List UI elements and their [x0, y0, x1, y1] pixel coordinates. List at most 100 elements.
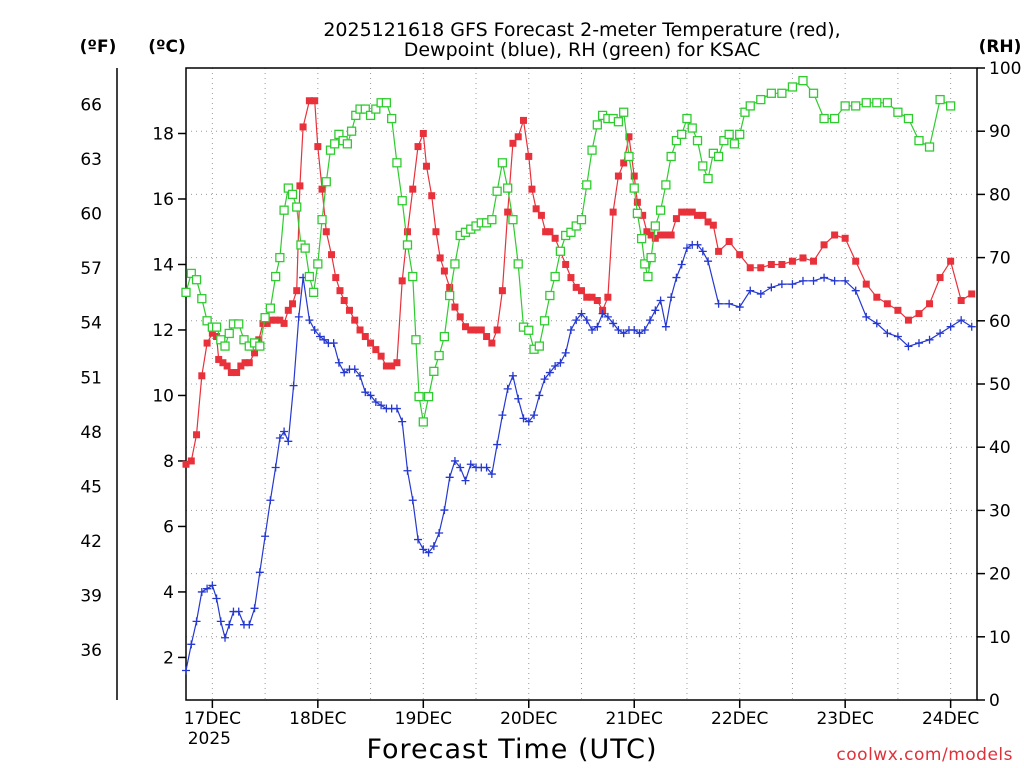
temperature-point	[377, 352, 385, 360]
dewpoint-point	[809, 276, 818, 285]
rh-point	[729, 139, 740, 149]
dewpoint-point	[294, 312, 303, 321]
dewpoint-point	[535, 391, 544, 400]
fahrenheit-tick-label: 51	[80, 368, 102, 388]
dewpoint-point	[524, 417, 533, 426]
temperature-point	[736, 251, 744, 259]
temperature-point	[852, 257, 860, 265]
dewpoint-point	[603, 312, 612, 321]
temperature-point	[227, 369, 235, 377]
temperature-point	[314, 143, 322, 151]
rh-point	[945, 101, 956, 111]
dewpoint-point	[936, 329, 945, 338]
dewpoint-point	[872, 319, 881, 328]
rh-point	[308, 287, 319, 298]
temperature-point	[332, 274, 340, 282]
temperature-point	[841, 234, 849, 242]
temperature-point	[620, 159, 628, 167]
time-tick-label: 18DEC	[289, 709, 346, 729]
temperature-point	[208, 329, 216, 337]
rh-point	[186, 268, 196, 279]
dewpoint-point	[208, 581, 217, 590]
dewpoint-point	[245, 620, 254, 629]
temperature-point	[694, 211, 702, 219]
dewpoint-point	[561, 348, 570, 357]
rh-point	[646, 252, 656, 263]
rh-point	[632, 208, 643, 219]
rh-point	[423, 391, 434, 402]
dewpoint-point	[698, 247, 707, 256]
dewpoint-point	[424, 548, 433, 557]
rh-point	[756, 94, 766, 105]
dewpoint-point	[577, 309, 586, 318]
rh-point	[239, 335, 249, 345]
dewpoint-point	[197, 587, 206, 596]
rh-tick-label: 30	[989, 501, 1011, 521]
rh-point	[197, 294, 207, 304]
temperature-point	[647, 231, 655, 239]
temperature-point	[604, 293, 612, 301]
fahrenheit-tick-label: 36	[80, 641, 102, 661]
temperature-point	[567, 274, 575, 282]
rh-point	[392, 158, 402, 168]
celsius-tick-label: 18	[152, 124, 174, 144]
dewpoint-point	[440, 506, 449, 515]
rh-point	[255, 341, 265, 351]
time-tick-label: 24DEC	[922, 709, 979, 729]
temperature-point	[578, 287, 585, 295]
temperature-point	[422, 162, 430, 170]
dewpoint-point	[450, 456, 459, 465]
temperature-point	[715, 247, 723, 255]
dewpoint-point	[514, 394, 523, 403]
temperature-point	[446, 283, 454, 291]
temperature-point	[193, 431, 201, 439]
rh-point	[330, 139, 340, 149]
rh-point	[692, 136, 703, 146]
rh-point	[450, 259, 460, 269]
rh-point	[735, 129, 745, 140]
rh-point	[619, 107, 629, 117]
rh-point	[924, 142, 935, 152]
rh-point	[650, 221, 660, 231]
rh-point	[851, 101, 861, 111]
time-tick-label: 17DEC	[184, 709, 241, 729]
rh-point	[365, 110, 376, 121]
rh-point	[513, 259, 523, 269]
temperature-point	[284, 306, 292, 314]
dewpoint-point	[192, 617, 201, 626]
rh-point	[587, 145, 597, 155]
credit-text: coolwx.com/models	[836, 745, 1013, 765]
rh-point	[671, 136, 682, 146]
rh-point	[418, 417, 428, 427]
dewpoint-point	[777, 280, 786, 289]
temperature-point	[428, 192, 436, 200]
rh-point	[211, 322, 222, 332]
dewpoint-point	[572, 316, 581, 325]
rh-point	[713, 151, 724, 162]
temperature-point	[215, 355, 223, 363]
rh-point	[740, 107, 750, 117]
dewpoint-point	[315, 332, 324, 341]
rh-point	[798, 75, 808, 86]
temperature-point	[296, 182, 304, 190]
temperature-point	[873, 293, 881, 301]
temperature-point	[609, 208, 617, 216]
dewpoint-point	[503, 384, 512, 393]
fahrenheit-tick-label: 45	[80, 477, 102, 497]
dewpoint-point	[883, 329, 892, 338]
rh-point	[381, 98, 392, 108]
temperature-point	[272, 316, 280, 324]
temperature-point	[336, 287, 344, 295]
temperature-point	[223, 362, 231, 370]
rh-point	[445, 290, 455, 301]
temperature-point	[810, 257, 818, 265]
dewpoint-point	[519, 414, 528, 423]
dewpoint-point	[366, 391, 375, 400]
temperature-point	[746, 264, 754, 272]
rh-tick-label: 10	[989, 628, 1011, 648]
temperature-point	[241, 359, 249, 367]
dewpoint-point	[693, 240, 702, 249]
temperature-point	[799, 254, 807, 262]
temperature-point	[862, 280, 870, 288]
